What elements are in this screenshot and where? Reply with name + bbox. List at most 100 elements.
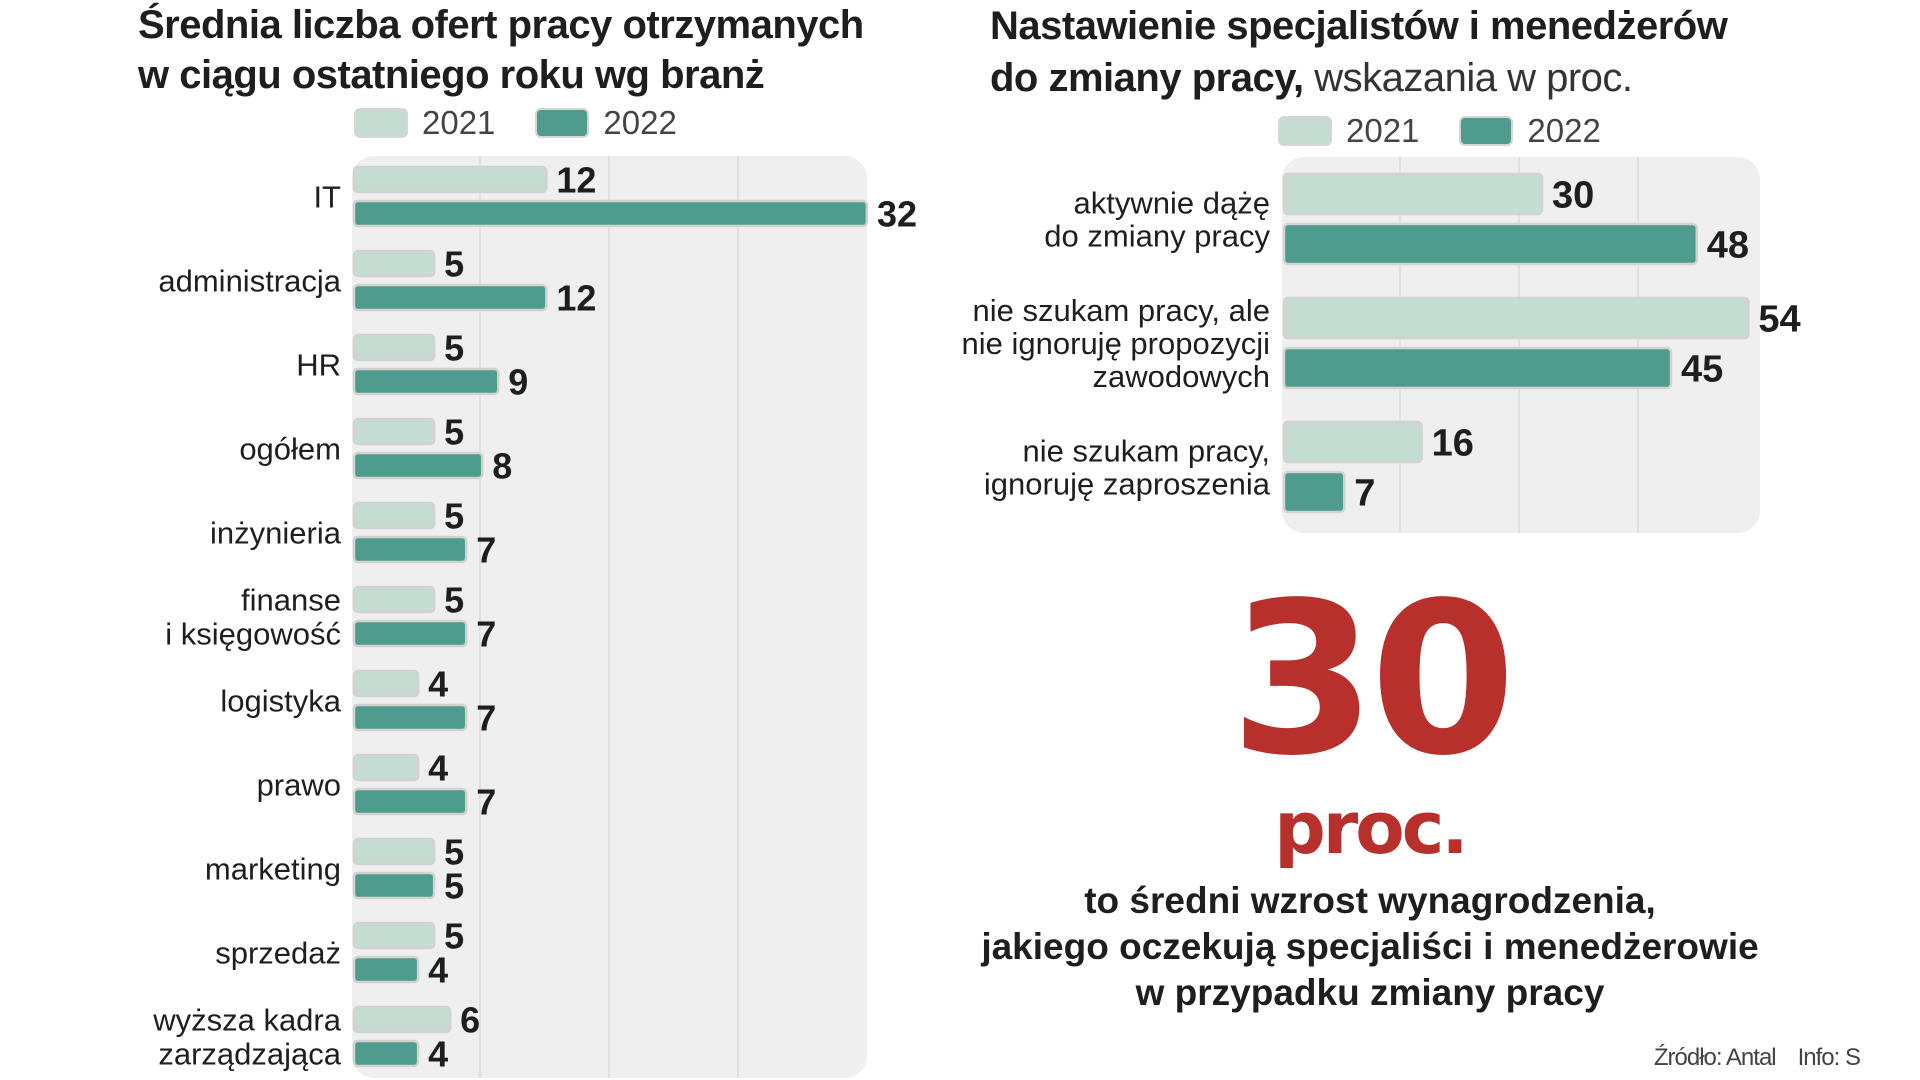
chart-right-value-label: 45 xyxy=(1681,349,1723,391)
chart-left-bar-2021 xyxy=(352,333,436,362)
chart-left-value-label: 5 xyxy=(444,411,464,452)
chart-left-value-label: 5 xyxy=(444,579,464,620)
left-legend: 2021 2022 xyxy=(354,104,717,142)
chart-right-value-label: 48 xyxy=(1707,225,1749,267)
highlight-number: 30 xyxy=(1229,557,1516,802)
chart-right-category-label: aktywnie dążę xyxy=(1074,185,1270,220)
chart-left-bar-2022 xyxy=(352,1039,420,1068)
chart-left-value-label: 4 xyxy=(428,949,448,990)
chart-left-category-label: HR xyxy=(296,347,341,382)
chart-left-category-label: sprzedaż xyxy=(215,935,341,970)
chart-left-value-label: 32 xyxy=(877,193,917,234)
chart-right-category-label: nie szukam pracy, xyxy=(1022,433,1270,468)
chart-left-bar-2022 xyxy=(352,367,500,396)
legend-item-2022: 2022 xyxy=(535,104,677,142)
chart-right-value-label: 7 xyxy=(1354,473,1375,515)
chart-left-value-label: 7 xyxy=(476,529,496,570)
chart-left-bar-2022 xyxy=(352,199,869,228)
chart-left-bar-2021 xyxy=(352,585,436,614)
source-text: Źródło: Antal xyxy=(1653,1044,1777,1071)
chart-left-value-label: 4 xyxy=(428,747,448,788)
right-legend: 2021 2022 xyxy=(1278,112,1641,150)
right-title-line-1: Nastawienie specjalistów i menedżerów xyxy=(990,4,1728,48)
legend-label-2022: 2022 xyxy=(603,104,677,141)
chart-left-bar-2021 xyxy=(352,753,420,782)
legend-label-2021: 2021 xyxy=(422,104,496,141)
legend-item-2022-right: 2022 xyxy=(1459,112,1601,150)
right-title-line-2-bold: do zmiany pracy, xyxy=(990,56,1304,100)
chart-left-bar-2022 xyxy=(352,871,436,900)
chart-right-category-label: nie szukam pracy, ale xyxy=(973,293,1271,328)
legend-swatch-2021 xyxy=(354,108,408,138)
chart-left-category-label: zarządzająca xyxy=(158,1036,341,1071)
chart-right-value-label: 30 xyxy=(1552,175,1594,217)
chart-left-value-label: 5 xyxy=(444,327,464,368)
chart-right-bar-2021 xyxy=(1282,296,1750,340)
chart-left-value-label: 7 xyxy=(476,697,496,738)
chart-left-bar-2022 xyxy=(352,451,484,480)
chart-left-value-label: 7 xyxy=(476,613,496,654)
caption-line-3: w przypadku zmiany pracy xyxy=(1135,972,1605,1013)
chart-right-category-label: ignoruję zaproszenia xyxy=(984,466,1271,501)
chart-left-bar-2021 xyxy=(352,501,436,530)
chart-left-category-label: IT xyxy=(313,179,341,214)
highlight-caption: to średni wzrost wynagrodzenia, jakiego … xyxy=(930,878,1810,1016)
left-title-line-2: w ciągu ostatniego roku wg branż xyxy=(138,53,765,97)
caption-line-2: jakiego oczekują specjaliści i menedżero… xyxy=(981,926,1759,967)
chart-right-category-label: nie ignoruję propozycji xyxy=(962,326,1270,361)
chart-left-bar-2022 xyxy=(352,703,468,732)
chart-left-bar-2021 xyxy=(352,165,548,194)
legend-swatch-2022-right xyxy=(1459,116,1514,146)
chart-left-value-label: 5 xyxy=(444,831,464,872)
right-chart-subtitle: wskazania w proc. xyxy=(1314,56,1633,100)
chart-left-bar-2021 xyxy=(352,921,436,950)
chart-left-value-label: 5 xyxy=(444,243,464,284)
chart-right-value-label: 54 xyxy=(1758,299,1800,341)
chart-left-value-label: 12 xyxy=(556,159,596,200)
chart-left-category-label: wyższa kadra xyxy=(152,1002,342,1037)
highlight-unit: proc. xyxy=(1274,786,1469,870)
chart-left-bar-2021 xyxy=(352,669,420,698)
chart-left-category-label: logistyka xyxy=(220,683,341,718)
legend-swatch-2021-right xyxy=(1278,116,1332,146)
left-chart-title: Średnia liczba ofert pracy otrzymanych w… xyxy=(138,0,864,100)
chart-left-category-label: prawo xyxy=(257,767,341,802)
chart-left-value-label: 5 xyxy=(444,865,464,906)
right-chart-title: Nastawienie specjalistów i menedżerów do… xyxy=(990,0,1728,104)
chart-left-bar-2021 xyxy=(352,249,436,278)
chart-right-bar-2021 xyxy=(1282,420,1423,464)
chart-right-value-label: 16 xyxy=(1432,423,1474,465)
chart-left-bar-2021 xyxy=(352,837,436,866)
chart-left-bar-2022 xyxy=(352,787,468,816)
chart-left-bar-2022 xyxy=(352,619,468,648)
chart-right-category-label: do zmiany pracy xyxy=(1044,218,1270,253)
legend-label-2022-right: 2022 xyxy=(1527,112,1601,149)
chart-left-value-label: 9 xyxy=(508,361,528,402)
chart-left-bar-2021 xyxy=(352,1005,452,1034)
chart-left-category-label: ogółem xyxy=(239,431,341,466)
caption-line-1: to średni wzrost wynagrodzenia, xyxy=(1084,880,1656,921)
chart-left-bar-2021 xyxy=(352,417,436,446)
chart-left-bar-2022 xyxy=(352,955,420,984)
chart-left-category-label: finanse xyxy=(241,582,341,617)
legend-label-2021-right: 2021 xyxy=(1346,112,1420,149)
chart-left-category-label: inżynieria xyxy=(210,515,342,550)
footer: Źródło: Antal Info: S xyxy=(1653,1044,1861,1072)
chart-left-bar-2022 xyxy=(352,535,468,564)
chart-left-value-label: 4 xyxy=(428,663,448,704)
chart-left-value-label: 5 xyxy=(444,495,464,536)
chart-left-value-label: 6 xyxy=(460,999,480,1040)
legend-swatch-2022 xyxy=(535,108,590,138)
chart-right-bar-2022 xyxy=(1282,222,1699,266)
chart-left-value-label: 7 xyxy=(476,781,496,822)
chart-left-value-label: 4 xyxy=(428,1033,448,1074)
chart-left-category-label: marketing xyxy=(205,851,341,886)
right-title-line-2: do zmiany pracy, wskazania w proc. xyxy=(990,52,1727,104)
chart-right-bar-2022 xyxy=(1282,470,1346,514)
chart-left-value-label: 8 xyxy=(492,445,512,486)
chart-right-bar-2022 xyxy=(1282,346,1673,390)
chart-left-value-label: 12 xyxy=(556,277,596,318)
info-text: Info: S xyxy=(1797,1044,1861,1071)
left-title-line-1: Średnia liczba ofert pracy otrzymanych xyxy=(138,3,864,47)
